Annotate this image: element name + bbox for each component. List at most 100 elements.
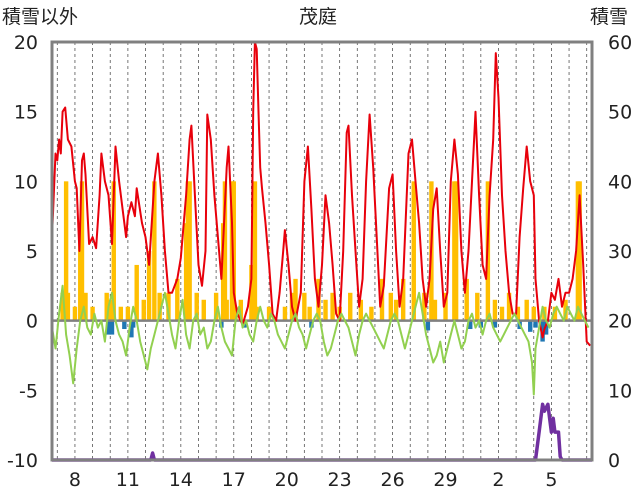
bar	[187, 181, 192, 321]
bar	[358, 299, 364, 321]
bar	[422, 292, 427, 321]
bar	[104, 292, 109, 321]
bar	[152, 181, 157, 321]
bar	[468, 320, 473, 330]
bar	[266, 306, 272, 321]
bar	[254, 306, 259, 321]
y-tick-left: 20	[14, 32, 38, 54]
precipitation-bars	[60, 181, 582, 342]
bar	[506, 292, 512, 321]
bar	[134, 264, 139, 321]
x-tick: 2	[492, 469, 504, 491]
bar	[233, 306, 238, 321]
bar	[65, 292, 71, 321]
bar	[282, 306, 288, 321]
bar	[249, 264, 254, 321]
bar	[499, 306, 505, 321]
y-tick-left: 15	[14, 102, 38, 124]
bar	[224, 299, 229, 321]
x-tick: 8	[69, 469, 81, 491]
y-tick-right: 20	[608, 311, 632, 333]
bar	[111, 181, 116, 321]
bar	[83, 292, 88, 321]
right-axis-ticks: 60 50 40 30 20 10 0	[608, 32, 632, 472]
bar	[432, 299, 438, 321]
bar	[201, 299, 206, 321]
bar	[425, 320, 431, 331]
bar	[307, 306, 312, 321]
bar	[72, 306, 78, 321]
bar	[118, 306, 124, 321]
bar	[130, 320, 136, 328]
bar	[543, 320, 549, 335]
bar	[222, 181, 228, 321]
x-tick: 20	[275, 469, 299, 491]
bar	[106, 320, 111, 335]
left-axis-label: 積雪以外	[2, 6, 79, 28]
plot-frame	[50, 40, 594, 462]
bar	[63, 181, 69, 321]
bar	[524, 299, 529, 321]
x-tick: 23	[328, 469, 352, 491]
bar	[157, 292, 162, 321]
left-axis-ticks: 20 15 10 5 0 -5 -10	[7, 32, 38, 472]
bar	[323, 299, 328, 321]
bar	[166, 292, 171, 321]
bar	[400, 278, 406, 321]
bar	[577, 181, 582, 321]
x-tick: 14	[169, 469, 193, 491]
bar	[330, 292, 335, 321]
x-tick: 17	[222, 469, 246, 491]
bar	[146, 251, 152, 321]
bar	[122, 320, 127, 330]
y-tick-right: 0	[608, 450, 620, 472]
bar	[443, 292, 448, 321]
y-tick-right: 40	[608, 171, 632, 193]
vertical-gridlines	[56, 42, 588, 460]
bar	[109, 320, 115, 335]
bar	[393, 299, 399, 321]
y-tick-left: -5	[19, 380, 38, 402]
bar	[60, 292, 65, 321]
bar	[231, 181, 236, 321]
bar	[79, 181, 85, 321]
series-line	[51, 284, 590, 396]
right-axis-label: 積雪	[590, 6, 629, 28]
bar	[533, 320, 538, 328]
bar	[531, 306, 536, 321]
series-line	[51, 41, 591, 347]
x-tick: 11	[116, 469, 140, 491]
bar	[238, 299, 244, 321]
bar	[453, 181, 459, 321]
bar	[194, 292, 199, 321]
bar	[141, 299, 146, 321]
bar	[552, 306, 558, 321]
y-tick-left: 5	[26, 241, 38, 263]
bar	[125, 306, 131, 321]
chart-title: 茂庭	[299, 6, 338, 28]
bar	[348, 292, 353, 321]
bar	[528, 320, 533, 332]
bar	[252, 181, 258, 321]
bar	[475, 292, 480, 321]
y-tick-left: -10	[7, 450, 38, 472]
bar	[492, 299, 498, 321]
bar	[213, 292, 219, 321]
x-tick: 29	[433, 469, 457, 491]
x-tick: 5	[545, 469, 557, 491]
y-tick-right: 10	[608, 380, 632, 402]
bar	[90, 306, 95, 321]
bar	[492, 320, 498, 328]
x-axis-ticks: 8 11 14 17 20 23 26 29 2 5	[69, 469, 558, 491]
y-tick-right: 50	[608, 102, 632, 124]
bar	[108, 299, 113, 321]
x-tick: 26	[380, 469, 404, 491]
y-tick-right: 30	[608, 241, 632, 263]
bar	[515, 306, 521, 321]
y-tick-right: 60	[608, 32, 632, 54]
bar	[540, 320, 545, 342]
bar	[302, 292, 307, 321]
bar	[388, 292, 394, 321]
bar	[411, 181, 416, 321]
